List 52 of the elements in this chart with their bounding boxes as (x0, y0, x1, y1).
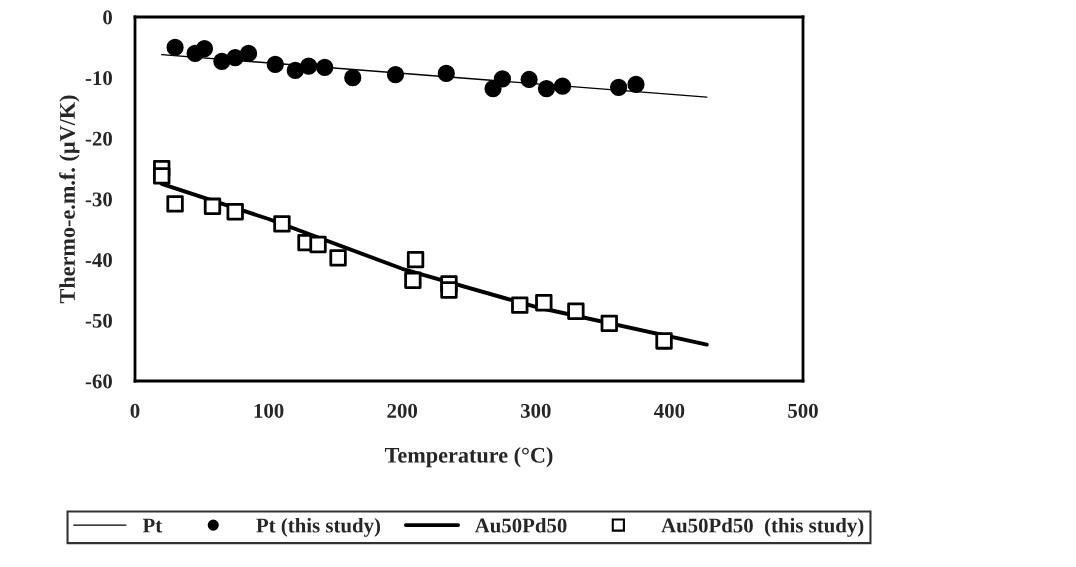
point (600, 314, 618, 333)
point (406, 250, 425, 269)
point (567, 302, 585, 320)
point (493, 70, 512, 88)
y-tick-label: -40 (85, 253, 112, 268)
legend-label: Au50Pd50 (this study) (661, 517, 864, 537)
x-tick-label: 200 (387, 403, 418, 418)
legend-label: Au50Pd50 (474, 517, 567, 533)
point (386, 66, 405, 84)
y-tick-label: -10 (85, 71, 112, 86)
point (537, 79, 556, 98)
point (655, 332, 673, 350)
point (553, 77, 572, 95)
point (166, 38, 184, 56)
y-tick-label: -30 (85, 192, 112, 207)
point (286, 61, 304, 79)
y-tick-label: 0 (103, 10, 112, 25)
point (273, 215, 291, 233)
point (627, 75, 645, 93)
x-tick-label: 300 (520, 403, 551, 418)
point (239, 44, 258, 63)
point (226, 203, 244, 221)
point (166, 195, 184, 213)
point (203, 197, 222, 215)
point (195, 39, 214, 58)
point (300, 57, 318, 75)
point (309, 235, 327, 254)
point (535, 294, 553, 312)
point (226, 49, 244, 67)
x-tick-label: 100 (254, 403, 284, 418)
point (437, 64, 455, 83)
y-axis-title: Thermo-e.m.f. (µV/K) (59, 95, 80, 304)
legend-label: Pt (this study) (256, 517, 381, 537)
point (153, 167, 171, 185)
point (266, 55, 284, 73)
legend-label: Pt (142, 518, 163, 533)
point (610, 78, 628, 96)
point (404, 271, 422, 289)
point (440, 281, 458, 299)
y-tick-label: -20 (85, 131, 112, 146)
x-axis-title: Temperature (°C) (384, 447, 553, 468)
point (316, 58, 334, 76)
point (520, 70, 538, 89)
point (213, 52, 231, 70)
point (344, 69, 362, 87)
point (329, 249, 347, 267)
point (511, 296, 529, 314)
x-tick-label: 400 (654, 403, 685, 418)
x-tick-label: 500 (788, 403, 818, 418)
y-tick-label: -60 (85, 374, 112, 389)
x-tick-label: 0 (130, 403, 140, 418)
y-tick-label: -50 (85, 313, 112, 328)
